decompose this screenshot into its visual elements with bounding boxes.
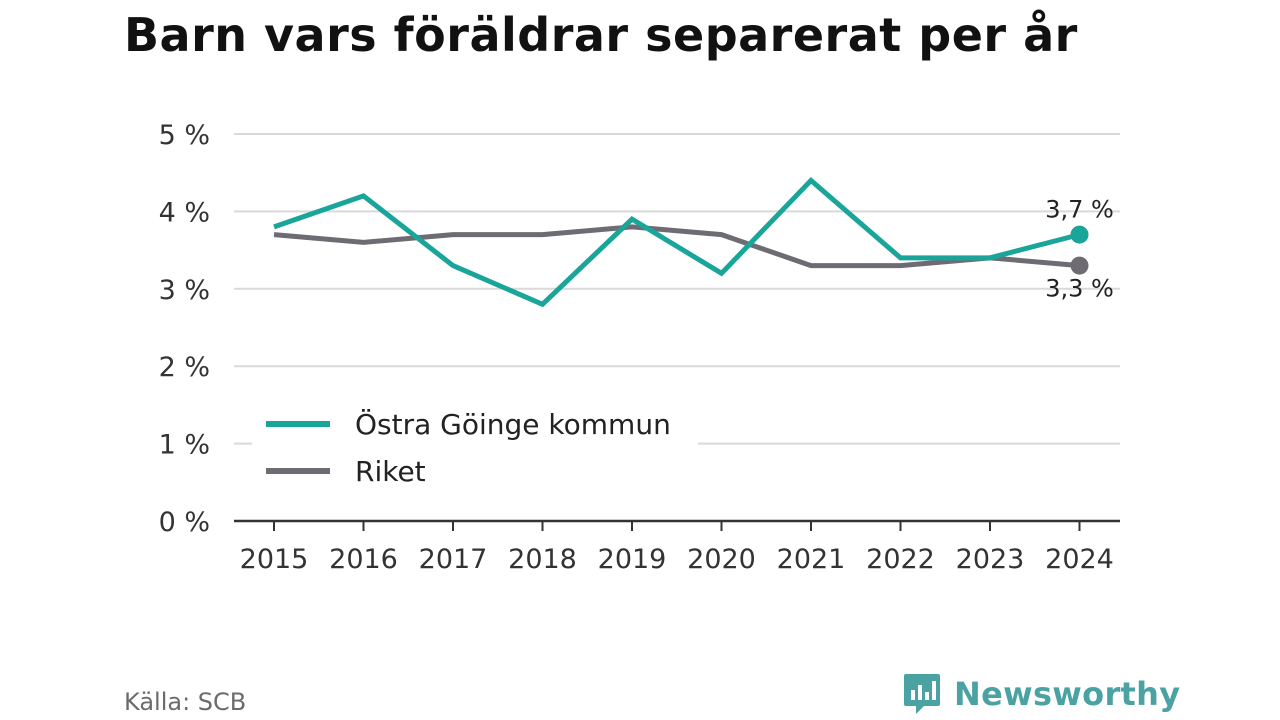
source-note: Källa: SCB bbox=[124, 688, 247, 716]
series-line bbox=[273, 176, 1081, 308]
x-tick-label: 2023 bbox=[956, 544, 1025, 575]
x-tick-label: 2024 bbox=[1045, 544, 1114, 575]
x-tick-label: 2019 bbox=[598, 544, 667, 575]
y-tick-label: 2 % bbox=[159, 352, 210, 383]
x-tick-label: 2020 bbox=[687, 544, 756, 575]
newsworthy-logo-icon bbox=[904, 674, 940, 714]
gridlines bbox=[234, 133, 1120, 445]
series-line bbox=[273, 224, 1080, 269]
y-tick-label: 5 % bbox=[159, 120, 210, 151]
legend-label: Riket bbox=[355, 455, 426, 488]
x-tick-label: 2018 bbox=[508, 544, 577, 575]
end-labels: 3,7 % 3,3 % bbox=[1045, 196, 1114, 303]
x-tick-label: 2022 bbox=[866, 544, 935, 575]
end-value-label: 3,3 % bbox=[1045, 275, 1114, 303]
x-axis: 2015 2016 2017 2018 2019 2020 2021 2022 2023 2024 bbox=[234, 519, 1120, 575]
legend: Östra Göinge kommun Riket bbox=[252, 398, 698, 490]
series-end-point bbox=[1070, 256, 1089, 275]
chart-title: Barn vars föräldrar separerat per år bbox=[124, 8, 1078, 62]
brand-logo: Newsworthy bbox=[902, 670, 1180, 718]
series-end-point bbox=[1070, 225, 1089, 244]
end-value-label: 3,7 % bbox=[1045, 196, 1114, 224]
x-tick-label: 2017 bbox=[419, 544, 488, 575]
y-tick-label: 0 % bbox=[159, 507, 210, 538]
legend-label: Östra Göinge kommun bbox=[355, 407, 671, 441]
brand-name: Newsworthy bbox=[954, 675, 1181, 713]
x-tick-label: 2015 bbox=[240, 544, 309, 575]
y-axis-ticks: 0 % 1 % 2 % 3 % 4 % 5 % bbox=[159, 120, 210, 538]
y-tick-label: 4 % bbox=[159, 197, 210, 228]
legend-background bbox=[252, 398, 698, 490]
x-tick-label: 2021 bbox=[777, 544, 846, 575]
x-tick-label: 2016 bbox=[329, 544, 398, 575]
series-group bbox=[273, 176, 1089, 308]
y-tick-label: 3 % bbox=[159, 275, 210, 306]
y-tick-label: 1 % bbox=[159, 430, 210, 461]
